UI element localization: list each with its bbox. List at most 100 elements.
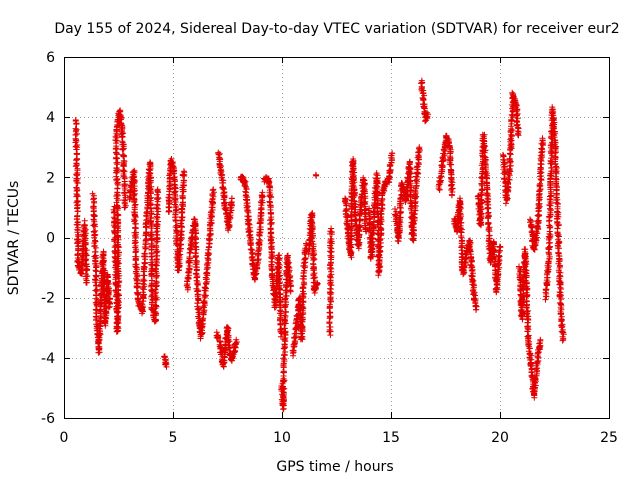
data-point bbox=[224, 324, 230, 330]
data-point bbox=[148, 225, 155, 232]
data-point bbox=[501, 175, 508, 182]
data-point bbox=[185, 265, 192, 272]
data-point bbox=[154, 186, 161, 193]
data-point bbox=[416, 144, 423, 151]
data-point bbox=[142, 251, 148, 257]
data-point bbox=[114, 233, 120, 240]
data-point bbox=[96, 345, 103, 352]
data-point bbox=[161, 353, 168, 360]
data-point bbox=[154, 211, 160, 218]
data-point bbox=[148, 293, 155, 300]
data-point bbox=[92, 279, 99, 286]
data-point bbox=[147, 179, 154, 186]
data-point bbox=[281, 352, 287, 359]
chart-title: Day 155 of 2024, Sidereal Day-to-day VTE… bbox=[54, 21, 619, 37]
data-point bbox=[76, 265, 83, 272]
data-point bbox=[180, 168, 187, 175]
data-point bbox=[141, 277, 148, 284]
data-point bbox=[114, 203, 121, 210]
data-point bbox=[141, 250, 148, 257]
data-point bbox=[202, 284, 208, 291]
data-point bbox=[114, 239, 121, 246]
data-point bbox=[162, 361, 169, 368]
data-point bbox=[114, 176, 121, 183]
data-point bbox=[100, 258, 107, 265]
data-point bbox=[93, 295, 100, 302]
data-point bbox=[179, 214, 186, 221]
data-point bbox=[172, 224, 179, 230]
data-point bbox=[133, 275, 140, 282]
data-point bbox=[74, 192, 81, 199]
data-point bbox=[111, 229, 118, 236]
data-point bbox=[147, 232, 154, 239]
data-point bbox=[473, 306, 479, 313]
grid-lines bbox=[64, 57, 609, 418]
data-point bbox=[152, 302, 159, 309]
data-point bbox=[228, 195, 235, 202]
data-point bbox=[449, 192, 455, 199]
data-point bbox=[83, 267, 90, 274]
data-point bbox=[176, 251, 183, 258]
data-point bbox=[154, 194, 161, 201]
data-point bbox=[120, 145, 127, 152]
data-point bbox=[92, 267, 99, 274]
data-point bbox=[485, 226, 492, 233]
data-point bbox=[82, 241, 89, 248]
data-point bbox=[210, 186, 217, 193]
data-point bbox=[484, 205, 491, 212]
data-point bbox=[114, 202, 121, 209]
data-point bbox=[73, 162, 80, 169]
data-point bbox=[153, 229, 160, 236]
data-point bbox=[74, 215, 80, 222]
data-point bbox=[90, 222, 97, 229]
data-point bbox=[465, 238, 472, 244]
data-point bbox=[178, 228, 184, 235]
data-point bbox=[387, 162, 394, 169]
data-point bbox=[83, 252, 90, 259]
data-point bbox=[83, 279, 90, 286]
data-point bbox=[184, 275, 191, 282]
data-point bbox=[328, 282, 335, 289]
data-point bbox=[114, 166, 121, 173]
data-point bbox=[287, 288, 294, 295]
data-point bbox=[172, 217, 179, 224]
data-point bbox=[473, 303, 480, 310]
data-point bbox=[111, 238, 118, 245]
data-point bbox=[493, 285, 500, 292]
data-point bbox=[179, 224, 185, 231]
data-point bbox=[121, 168, 128, 175]
data-point bbox=[115, 212, 122, 219]
data-point bbox=[252, 275, 258, 282]
data-point bbox=[266, 192, 273, 199]
data-point bbox=[72, 143, 79, 150]
data-point bbox=[106, 303, 113, 310]
data-point bbox=[73, 120, 80, 127]
data-point bbox=[114, 253, 121, 260]
data-point bbox=[105, 304, 112, 311]
data-point bbox=[73, 193, 80, 200]
data-points bbox=[72, 77, 567, 413]
data-point bbox=[116, 272, 123, 279]
data-point bbox=[93, 288, 100, 294]
data-point bbox=[120, 153, 127, 159]
data-point bbox=[92, 238, 99, 245]
data-point bbox=[140, 263, 147, 270]
data-point bbox=[152, 310, 159, 317]
data-point bbox=[143, 229, 150, 236]
data-point bbox=[328, 225, 335, 232]
data-point bbox=[92, 231, 99, 238]
data-point bbox=[121, 197, 127, 203]
data-point bbox=[74, 130, 80, 137]
data-point bbox=[132, 201, 139, 208]
data-point bbox=[74, 179, 81, 186]
data-point bbox=[130, 174, 137, 181]
data-point bbox=[139, 301, 146, 308]
data-point bbox=[133, 248, 140, 255]
data-point bbox=[163, 363, 170, 370]
data-point bbox=[515, 132, 522, 139]
data-point bbox=[497, 243, 503, 250]
data-point bbox=[113, 165, 120, 172]
data-point bbox=[537, 336, 544, 343]
data-point bbox=[141, 244, 148, 250]
